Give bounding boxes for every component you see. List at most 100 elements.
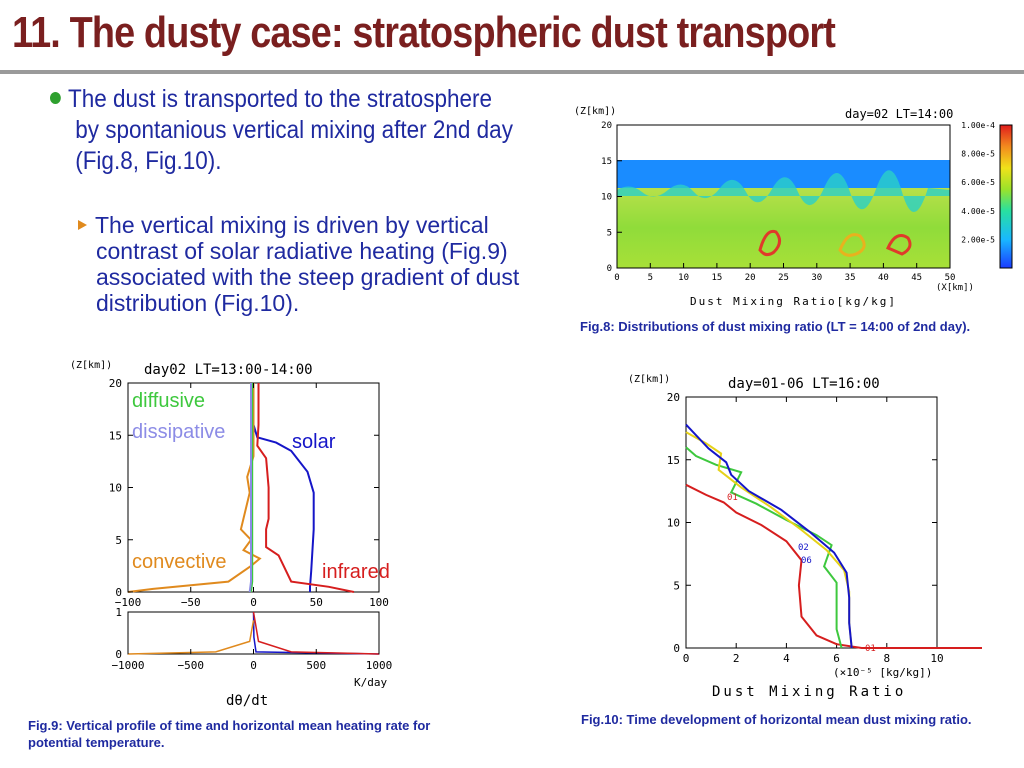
fig9-upper-axes: −100 −50 0 50 100 0 5 10 15 20: [109, 377, 389, 609]
fig8-plume-2: [838, 233, 866, 257]
fig9-lower-axes: −1000 −500 0 500 1000 0 1: [111, 606, 392, 672]
fig9-upper-panel: [127, 383, 355, 593]
fig10-y-tick-label: 10: [667, 517, 680, 530]
fig9-upper-y-tick-label: 0: [115, 586, 122, 599]
fig8-plume-3: [886, 234, 912, 256]
fig10-x-tick-label: 6: [833, 652, 840, 665]
green-bullet-icon: [50, 92, 61, 104]
fig10-dust-profile-chart: (Z[km]) day=01-06 LT=16:00 0 2 4 6 8 10051015…: [628, 374, 982, 700]
orange-triangle-bullet-icon: [78, 220, 87, 230]
fig10-series-03: [685, 431, 853, 649]
fig9-upper-x-tick-label: −50: [181, 596, 201, 609]
fig8-xunit: (X[km]): [936, 283, 974, 293]
fig9-lower-series-infrared: [252, 611, 380, 655]
fig8-dust-heatmap: (Z[km]) day=02 LT=14:00 0 5 10 15 20 25 30 35 40…: [574, 106, 1013, 308]
fig10-ylabel: (Z[km]): [628, 374, 670, 385]
fig9-title: day02 LT=13:00-14:00: [144, 362, 313, 378]
fig8-mixing-front: [617, 170, 950, 213]
fig10-curve-label-01b: 01: [865, 644, 876, 654]
fig9-upper-y-tick-label: 5: [115, 534, 122, 547]
fig9-caption-line1: Fig.9: Vertical profile of time and hori…: [28, 718, 431, 733]
fig8-caption: Fig.8: Distributions of dust mixing rati…: [580, 319, 971, 334]
fig9-label-infrared: infrared: [322, 561, 390, 583]
fig10-series: [685, 423, 982, 649]
fig9-lower-y-tick-label: 1: [115, 606, 122, 619]
fig8-x-tick-label: 20: [745, 273, 756, 283]
fig9-series-infrared: [256, 383, 355, 593]
fig10-series-02: [685, 423, 853, 649]
fig9-series-dissipative: [248, 383, 252, 593]
fig8-colorbar-label: 6.00e-5: [961, 178, 995, 187]
fig9-lower-panel: [127, 611, 380, 655]
fig9-caption: Fig.9: Vertical profile of time and hori…: [28, 717, 430, 751]
fig9-caption-line2: potential temperature.: [28, 735, 165, 750]
fig8-colorbar-label: 4.00e-5: [961, 207, 995, 216]
fig9-series-diffusive: [250, 383, 254, 593]
fig10-y-tick-label: 15: [667, 454, 680, 467]
fig8-x-axis: 0 5 10 15 20 25 30 35 40 45 50: [614, 263, 955, 283]
fig10-curve-label-01a: 01: [727, 493, 738, 503]
fig8-x-tick-label: 10: [678, 273, 689, 283]
fig9-lower-series-solar: [252, 611, 380, 655]
bullet-vertical-mixing: The vertical mixing is driven by vertica…: [78, 212, 568, 316]
fig9-label-diffusive: diffusive: [132, 390, 205, 412]
bullet2-line1: The vertical mixing is driven by vertica…: [95, 212, 489, 238]
fig10-y-tick-label: 0: [673, 642, 680, 655]
bullet2-line4: distribution (Fig.10).: [96, 290, 300, 316]
fig9-upper-x-tick-label: 100: [369, 596, 389, 609]
fig9-upper-x-tick-label: 50: [310, 596, 323, 609]
fig8-y-tick-label: 10: [601, 193, 612, 203]
fig8-upper-white: [617, 125, 950, 165]
fig8-xlabel: Dust Mixing Ratio[kg/kg]: [690, 295, 897, 308]
fig8-plot-area: [616, 124, 951, 269]
fig8-y-axis: 0 5 10 15 20: [601, 121, 622, 274]
fig9-lower-x-tick-label: 0: [250, 659, 257, 672]
slide-title: 11. The dusty case: stratospheric dust t…: [12, 8, 836, 57]
fig10-xlabel: Dust Mixing Ratio: [712, 684, 906, 700]
fig10-x-tick-label: 10: [930, 652, 943, 665]
fig10-x-tick-label: 8: [883, 652, 890, 665]
fig8-ylabel: (Z[km]): [574, 106, 616, 117]
fig8-y-tick-label: 15: [601, 157, 612, 167]
fig10-curve-label-02: 02: [798, 543, 809, 553]
fig9-lower-series-convective: [127, 620, 255, 655]
fig8-colorbar-label: 1.00e-4: [961, 121, 995, 130]
fig8-title: day=02 LT=14:00: [845, 107, 953, 121]
fig9-ylabel: (Z[km]): [70, 360, 112, 371]
fig9-lower-y-tick-label: 0: [115, 648, 122, 661]
fig8-x-tick-label: 40: [878, 273, 889, 283]
fig9-lower-x-tick-label: 500: [306, 659, 326, 672]
fig8-y-tick-label: 20: [601, 121, 612, 131]
fig10-curve-label-06: 06: [801, 556, 812, 566]
fig9-label-dissipative: dissipative: [132, 421, 225, 443]
fig10-series-06: [685, 446, 843, 649]
fig9-lower-x-tick-label: 1000: [366, 659, 393, 672]
fig9-upper-x-tick-label: −100: [115, 596, 142, 609]
fig9-label-solar: solar: [292, 431, 336, 453]
fig9-xunit: K/day: [354, 676, 387, 689]
fig8-colorbar-labels: 1.00e-4 8.00e-5 6.00e-5 4.00e-5 2.00e-5: [961, 121, 995, 244]
title-divider: [0, 70, 1024, 74]
fig10-frame: [685, 396, 938, 649]
fig8-y-tick-label: 0: [607, 264, 612, 274]
fig8-x-tick-label: 30: [811, 273, 822, 283]
fig9-upper-y-tick-label: 15: [109, 429, 122, 442]
bullet-dust-transport: The dust is transported to the stratosph…: [50, 84, 518, 177]
fig9-heating-rate-chart: (Z[km]) day02 LT=13:00-14:00 −100 −50 0 50 1…: [70, 360, 392, 709]
bullet2-line2: contrast of solar radiative heating (Fig…: [96, 238, 508, 264]
bullet1-line3: (Fig.8, Fig.10).: [75, 147, 222, 175]
fig8-colorbar: [999, 124, 1013, 269]
fig8-x-tick-label: 50: [945, 273, 956, 283]
fig10-title: day=01-06 LT=16:00: [728, 376, 880, 392]
bullet2-line3: associated with the steep gradient of du…: [96, 264, 520, 290]
fig8-x-tick-label: 35: [845, 273, 856, 283]
fig9-lower-x-tick-label: −1000: [111, 659, 144, 672]
fig10-x-tick-label: 4: [783, 652, 790, 665]
fig10-y-tick-label: 20: [667, 391, 680, 404]
fig9-series-convective: [127, 383, 262, 593]
fig8-colorbar-label: 2.00e-5: [961, 235, 995, 244]
fig10-series-01: [685, 483, 982, 649]
fig10-x-tick-label: 2: [733, 652, 740, 665]
fig9-series-solar: [252, 383, 315, 592]
